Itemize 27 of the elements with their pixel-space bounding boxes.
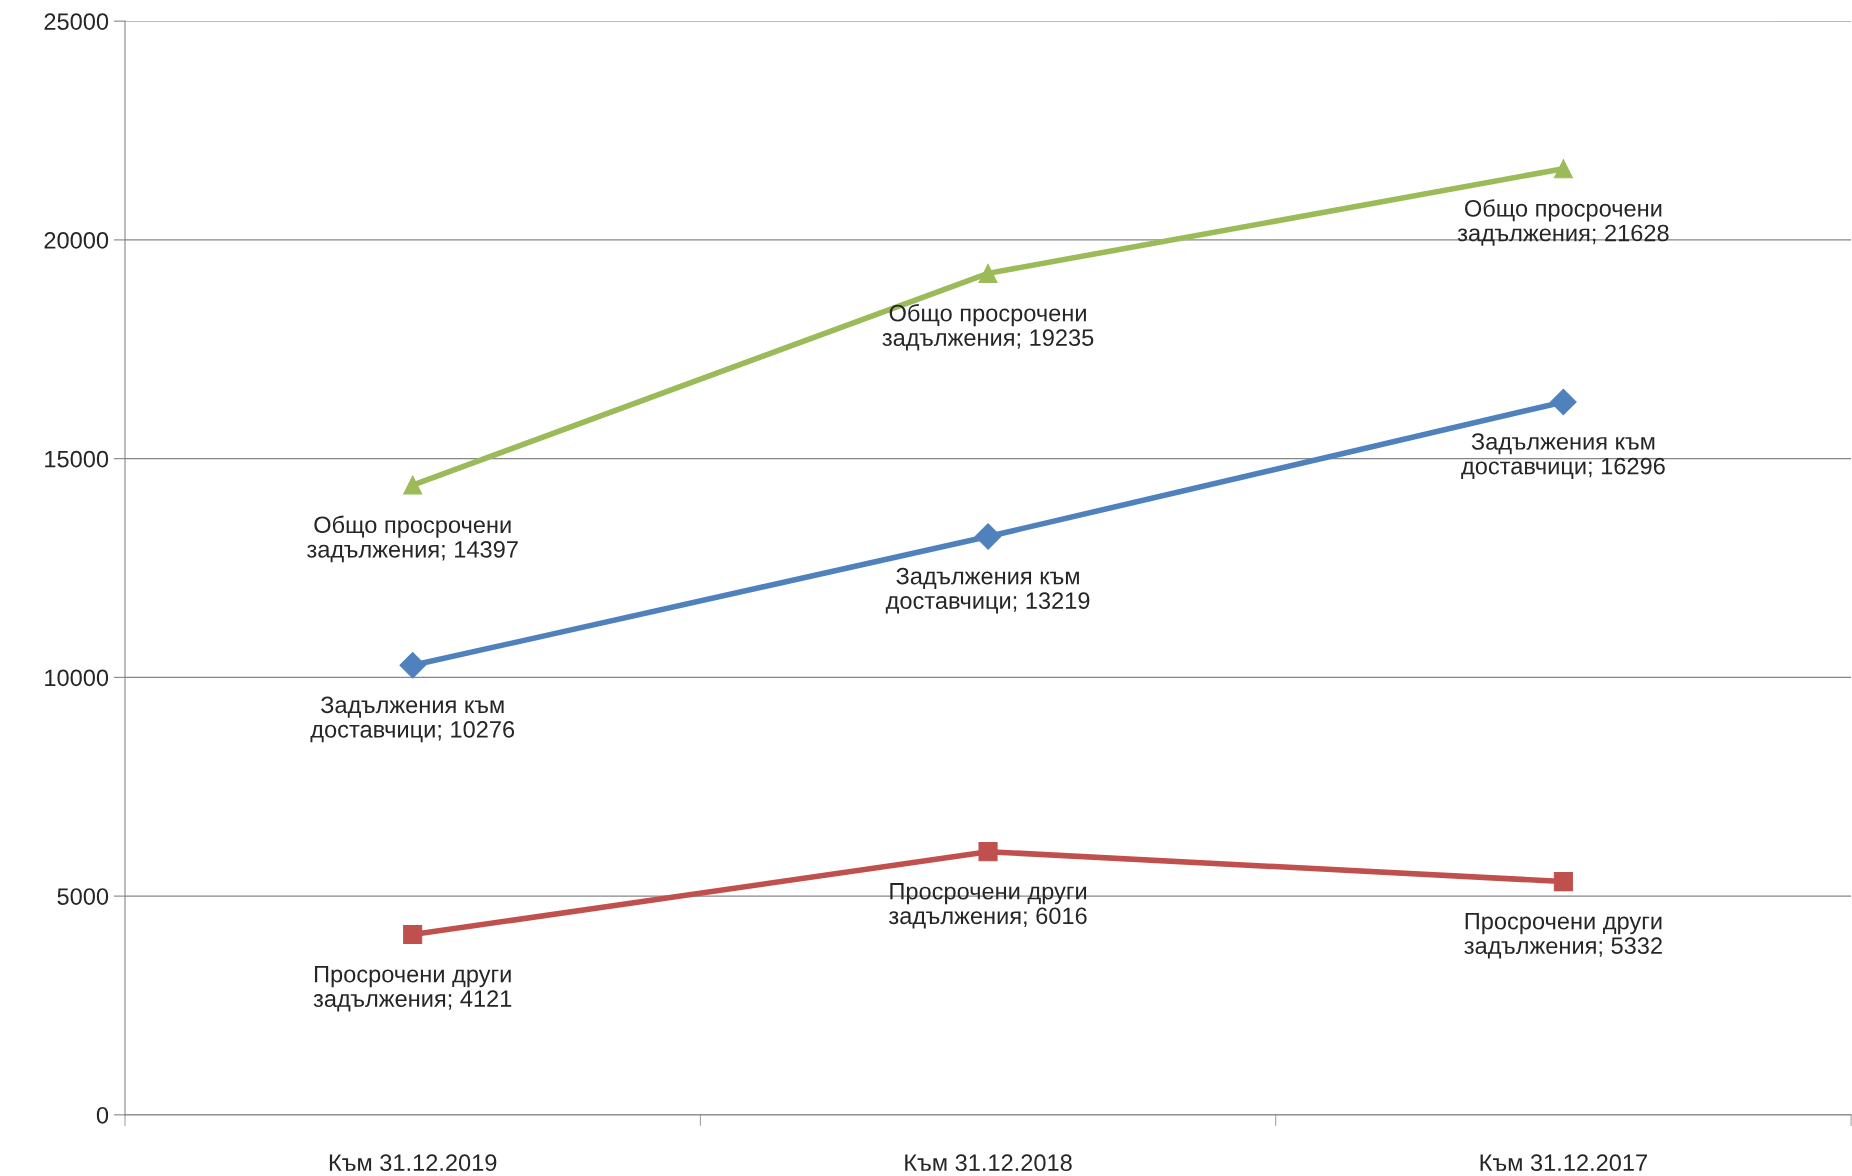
data-label: Просрочени други задължения; 5332 [1464,913,1662,959]
point [978,842,998,862]
point [403,925,423,945]
point [974,523,1002,550]
data-label: Задължения към доставчици; 10276 [310,696,515,743]
point [403,475,423,495]
y-tick-label: 20000 [44,231,109,249]
point [1553,872,1573,892]
y-tick-label: 0 [96,1106,109,1124]
y-tick-label: 5000 [57,888,109,905]
x-tick-label: Към 31.12.2017 [1480,1154,1647,1172]
data-label: Просрочени други задължения; 4121 [313,965,512,1012]
y-tick-label: 25000 [44,13,109,30]
x-tick-label: Към 31.12.2018 [905,1154,1072,1172]
data-label: Общо просрочени задължения; 14397 [307,515,518,563]
y-tick-label: 10000 [45,669,109,687]
point [978,263,998,283]
x-tick-label: Към 31.12.2019 [329,1154,497,1172]
data-label: Задължения към доставчици; 16296 [1461,433,1665,479]
data-label: Задължения към доставчици; 13219 [885,567,1090,614]
y-tick-label: 15000 [45,450,109,468]
data-label: Общо просрочени задължения; 19235 [882,303,1094,351]
data-label: Общо просрочени задължения; 21628 [1457,199,1669,246]
data-label: Просрочени други задължения; 6016 [888,883,1087,929]
point [1553,159,1573,179]
point [1550,388,1577,416]
point [399,652,426,679]
